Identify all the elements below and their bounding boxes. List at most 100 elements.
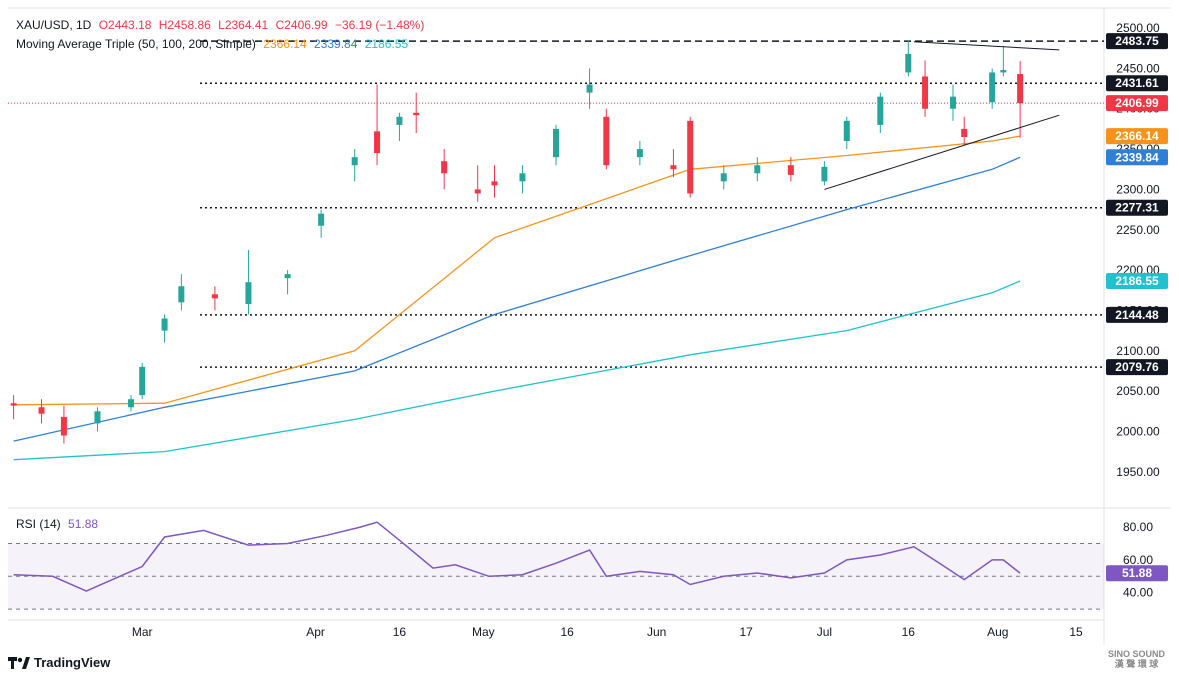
ma200-line [13, 280, 1021, 461]
trendline-2 [913, 41, 1060, 51]
trendline-1 [824, 114, 1060, 190]
price-badge-label: 2366.14 [1115, 129, 1159, 143]
price-badge [1106, 359, 1168, 376]
candle-body [586, 84, 593, 93]
candle-body [94, 411, 101, 424]
watermark-line1: SINO SOUND [1107, 649, 1165, 659]
candle-body [441, 161, 448, 174]
candle-body [670, 165, 677, 170]
price-badge [1106, 75, 1168, 92]
ma100-value: 2339.84 [314, 37, 358, 51]
price-lines [8, 40, 1104, 368]
x-tick-label: 16 [561, 625, 575, 639]
price-badge [1106, 95, 1168, 112]
rsi-line [13, 521, 1021, 592]
price-badge [1106, 306, 1168, 323]
candle-body [905, 53, 912, 73]
candle-body [519, 173, 526, 182]
candle-body [245, 282, 252, 304]
rsi-tick-label: 40.00 [1123, 586, 1153, 600]
candle-body [1000, 70, 1007, 73]
y-tick-label: 2500.00 [1116, 21, 1160, 35]
y-tick-label: 2250.00 [1116, 223, 1160, 237]
x-tick-label: Jun [647, 625, 666, 639]
y-tick-label: 2050.00 [1116, 384, 1160, 398]
y-tick-label: 2000.00 [1116, 424, 1160, 438]
candle-body [1017, 74, 1024, 104]
price-badge-label: 51.88 [1122, 566, 1152, 580]
candle-body [961, 128, 968, 137]
ma50-line [13, 135, 1021, 406]
candle-body [139, 366, 146, 396]
low-value: L2364.41 [218, 18, 269, 32]
ma50-value: 2366.14 [263, 37, 307, 51]
moving-averages [13, 135, 1021, 461]
y-tick-label: 2100.00 [1116, 344, 1160, 358]
candle-body [60, 416, 67, 436]
candle-body [318, 213, 325, 226]
candle-body [843, 120, 850, 142]
y-tick-label: 1950.00 [1116, 465, 1160, 479]
price-badge [1106, 565, 1168, 582]
y-tick-label: 2300.00 [1116, 182, 1160, 196]
candle-body [687, 120, 694, 194]
rsi-band [8, 543, 1104, 610]
watermark: SINO SOUND 漢 聲 環 球 [1108, 649, 1165, 669]
watermark-line2: 漢 聲 環 球 [1114, 659, 1159, 669]
rsi-tick-label: 60.00 [1123, 553, 1153, 567]
x-tick-label: Jul [817, 625, 832, 639]
candle-body [474, 189, 481, 194]
change-value: −36.19 (−1.48%) [334, 18, 425, 32]
rsi-polyline [13, 521, 1021, 592]
ma200-value: 2186.55 [364, 37, 409, 51]
high-value: H2458.86 [158, 18, 211, 32]
price-badge [1106, 128, 1168, 145]
candle-body [491, 181, 498, 186]
candle-body [636, 149, 643, 158]
price-badge [1106, 272, 1168, 289]
x-tick-label: 16 [902, 625, 916, 639]
close-value: C2406.99 [275, 18, 328, 32]
candle-body [989, 72, 996, 103]
candle-body [161, 318, 168, 331]
candle-body [553, 128, 559, 158]
candle-body [351, 157, 358, 166]
x-tick-label: 15 [1069, 625, 1083, 639]
price-badge-label: 2406.99 [1115, 96, 1159, 110]
ma100-line [13, 156, 1021, 442]
candle-body [374, 131, 381, 154]
candles[interactable] [10, 40, 1024, 444]
candle-body [413, 112, 420, 116]
candle-body [128, 399, 135, 408]
x-tick-label: 17 [739, 625, 753, 639]
price-badge-label: 2431.61 [1115, 76, 1159, 90]
rsi-tick-label: 80.00 [1123, 520, 1153, 534]
symbol-label[interactable]: XAU/USD, 1D [16, 18, 92, 32]
ma-label[interactable]: Moving Average Triple (50, 100, 200, Sim… [16, 37, 256, 51]
price-badge-label: 2079.76 [1115, 360, 1159, 374]
candle-body [821, 166, 828, 182]
price-badge-label: 2339.84 [1115, 150, 1159, 164]
candle-body [178, 286, 185, 303]
tradingview-logo[interactable]: TradingView [8, 655, 110, 670]
rsi-header: RSI (14) 51.88 [16, 517, 102, 531]
candle-body [720, 173, 727, 182]
price-badge-label: 2277.31 [1115, 201, 1159, 215]
axes: 1950.002000.002050.002100.002150.002200.… [132, 21, 1168, 639]
brand-label: TradingView [34, 655, 111, 670]
x-tick-label: Apr [306, 625, 325, 639]
price-badge [1106, 199, 1168, 216]
ohlc-header: XAU/USD, 1D O2443.18 H2458.86 L2364.41 C… [16, 18, 428, 32]
rsi-label[interactable]: RSI (14) [16, 517, 61, 531]
candle-body [38, 407, 45, 414]
candle-body [211, 294, 218, 299]
price-badge-label: 2144.48 [1115, 308, 1159, 322]
x-tick-label: May [472, 625, 495, 639]
rsi-value: 51.88 [68, 517, 99, 531]
y-tick-label: 2450.00 [1116, 61, 1160, 75]
tradingview-icon [8, 656, 30, 669]
price-badge [1106, 33, 1168, 50]
candle-body [754, 165, 761, 174]
